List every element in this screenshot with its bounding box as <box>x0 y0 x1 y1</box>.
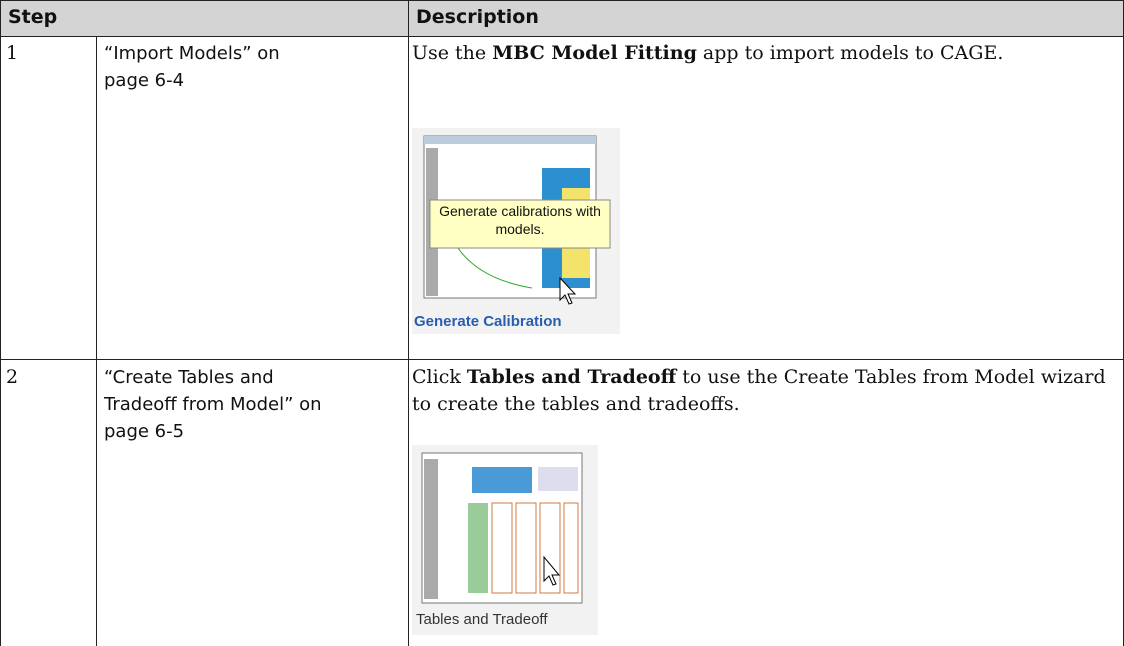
border <box>0 36 1124 37</box>
tooltip: Generate calibrations with models. <box>439 203 601 237</box>
bold-text: MBC Model Fitting <box>492 42 697 64</box>
step-link[interactable]: “Import Models” on page 6-4 <box>104 43 280 91</box>
header-description: Description <box>416 6 539 28</box>
text: to use the Create Tables from Model wiza… <box>412 366 1106 415</box>
screenshot-thumbnail <box>412 128 620 334</box>
header-step: Step <box>8 6 58 28</box>
border <box>408 0 409 646</box>
border <box>0 0 1 646</box>
text: app to import models to CAGE. <box>696 42 1004 64</box>
image-caption: Generate Calibration <box>414 313 562 330</box>
text: Use the <box>412 42 493 64</box>
header-row <box>0 0 1124 37</box>
border <box>96 36 97 646</box>
border <box>0 0 1124 1</box>
step-description: Click Tables and Tradeoff to use the Cre… <box>412 364 1117 418</box>
step-link[interactable]: “Create Tables and Tradeoff from Model” … <box>104 367 322 442</box>
step-description: Use the MBC Model Fitting app to import … <box>412 40 1112 67</box>
step-number: 2 <box>6 366 19 388</box>
step-number: 1 <box>6 42 19 64</box>
bold-text: Tables and Tradeoff <box>466 366 677 388</box>
text: Click <box>412 366 467 388</box>
image-caption: Tables and Tradeoff <box>416 611 548 628</box>
screenshot-thumbnail <box>412 445 598 635</box>
border <box>0 359 1124 360</box>
